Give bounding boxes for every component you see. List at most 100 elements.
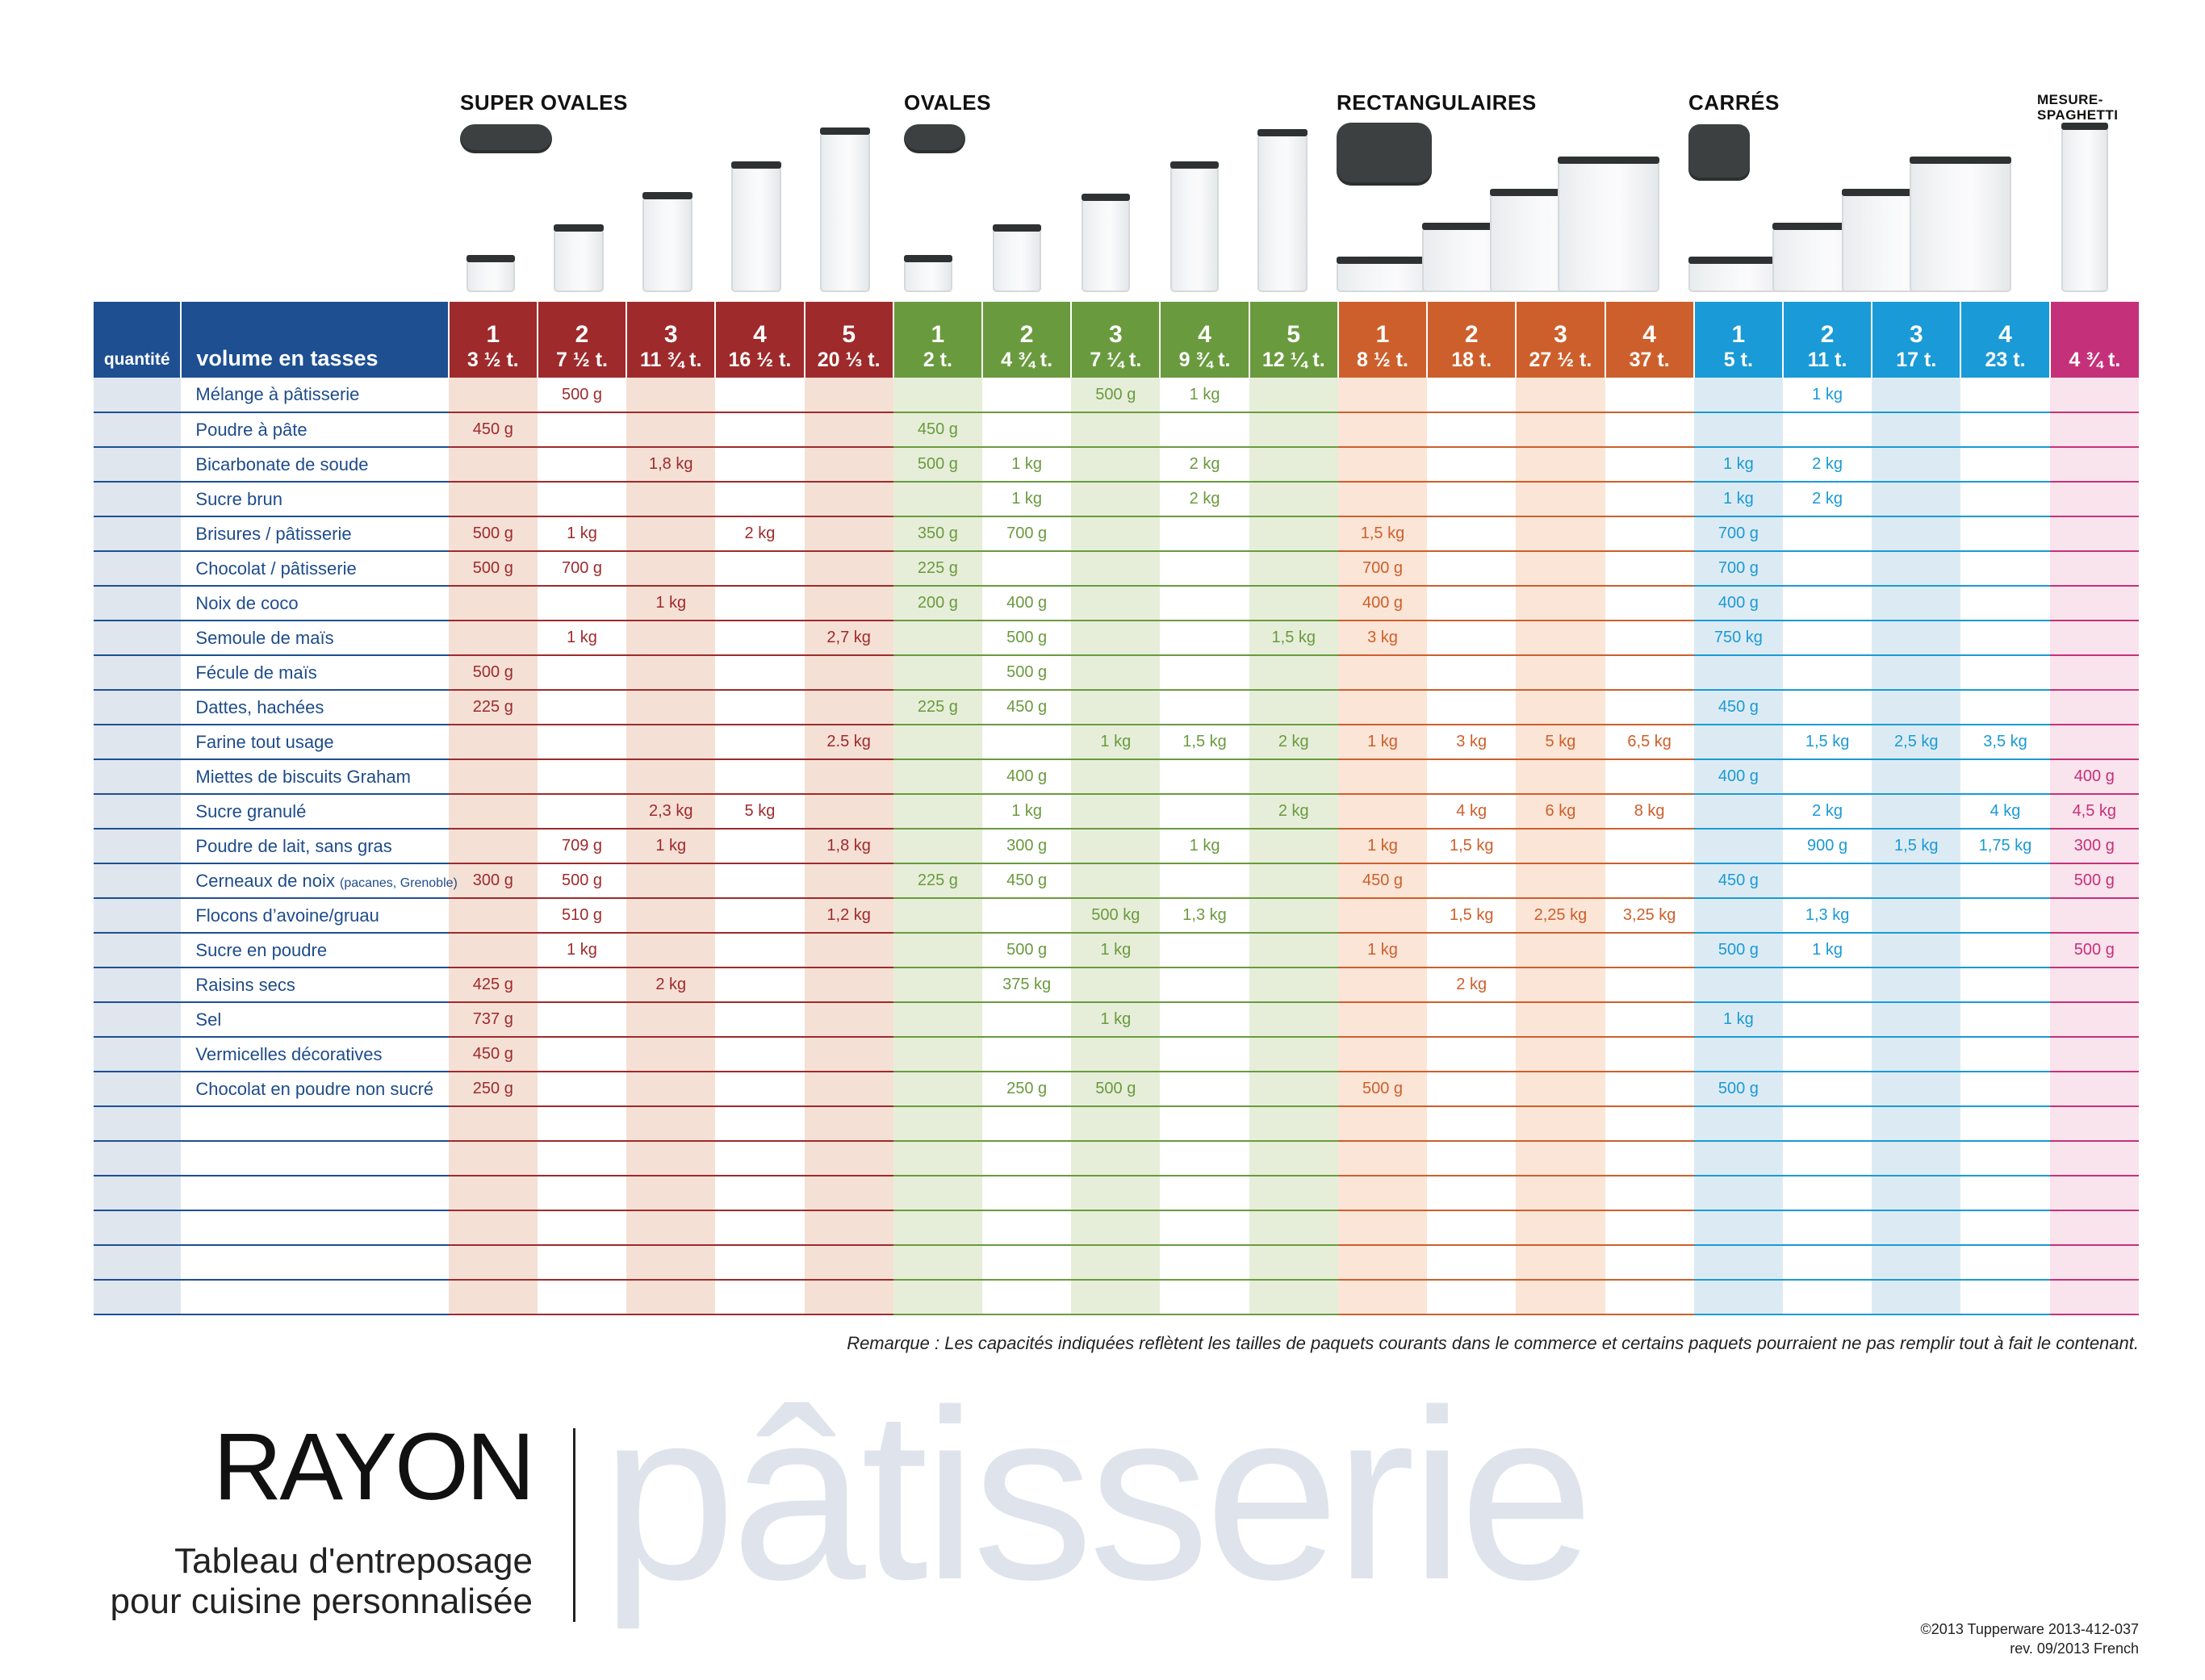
weight-cell xyxy=(893,967,982,1003)
rectangulaires-lid-image xyxy=(1337,123,1432,186)
weight-cell xyxy=(448,1106,538,1142)
weight-cell xyxy=(1782,1072,1872,1107)
quantity-cell[interactable] xyxy=(94,516,182,552)
weight-cell xyxy=(715,725,805,760)
weight-cell xyxy=(715,759,805,795)
weight-cell: 1 kg xyxy=(1337,933,1428,968)
weight-cell xyxy=(1693,378,1783,413)
weight-cell: 225 g xyxy=(893,551,982,587)
weight-cell: 3 kg xyxy=(1427,725,1517,760)
size-number: 1 xyxy=(1375,321,1390,348)
quantity-cell[interactable] xyxy=(94,690,182,725)
quantity-cell[interactable] xyxy=(94,933,182,968)
quantity-cell[interactable] xyxy=(94,1176,182,1211)
weight-cell xyxy=(715,1176,805,1211)
weight-cell xyxy=(982,1106,1072,1142)
weight-cell xyxy=(893,898,982,934)
quantity-cell[interactable] xyxy=(94,1141,182,1176)
weight-cell xyxy=(1960,586,2050,621)
weight-cell: 500 g xyxy=(537,378,627,413)
weight-cell: 500 g xyxy=(1693,933,1783,968)
weight-cell xyxy=(1249,482,1338,517)
quantity-cell[interactable] xyxy=(94,586,182,621)
weight-cell xyxy=(1960,551,2050,587)
weight-cell xyxy=(537,690,627,725)
quantity-cell[interactable] xyxy=(94,1002,182,1038)
quantity-cell[interactable] xyxy=(94,655,182,691)
weight-cell xyxy=(1337,898,1428,934)
weight-cell xyxy=(1872,967,1961,1003)
ingredient-name: Farine tout usage xyxy=(195,731,334,752)
weight-cell: 500 g xyxy=(1693,1072,1783,1107)
quantity-cell[interactable] xyxy=(94,551,182,587)
quantity-cell[interactable] xyxy=(94,759,182,795)
quantity-cell[interactable] xyxy=(94,447,182,483)
weight-cell xyxy=(2049,1245,2139,1281)
weight-cell xyxy=(2049,1072,2139,1107)
weight-cell xyxy=(982,898,1072,934)
weight-cell: 450 g xyxy=(1693,690,1783,725)
size-header: 4 ¾ t. xyxy=(2048,302,2139,378)
quantity-cell[interactable] xyxy=(94,1245,182,1281)
container-image xyxy=(1257,129,1308,292)
quantity-cell[interactable] xyxy=(94,967,182,1003)
quantity-cell[interactable] xyxy=(94,482,182,517)
weight-cell xyxy=(715,967,805,1003)
weight-cell: 2 kg xyxy=(1782,447,1872,483)
quantity-cell[interactable] xyxy=(94,1210,182,1246)
ingredient-label: Dattes, hachées xyxy=(181,690,449,725)
weight-cell: 400 g xyxy=(1693,759,1783,795)
weight-cell xyxy=(537,586,627,621)
quantity-cell[interactable] xyxy=(94,1037,182,1072)
table-row: Raisins secs 425 g 2 kg 375 kg 2 kg xyxy=(94,967,2139,1003)
weight-cell: 1 kg xyxy=(982,482,1072,517)
size-volume: 3 ½ t. xyxy=(467,349,519,371)
weight-cell xyxy=(1160,863,1249,899)
quantity-cell[interactable] xyxy=(94,794,182,830)
weight-cell: 700 g xyxy=(982,516,1072,552)
weight-cell: 1 kg xyxy=(1071,933,1161,968)
weight-cell: 500 g xyxy=(448,551,538,587)
size-volume: 20 ⅓ t. xyxy=(817,349,881,371)
weight-cell xyxy=(1693,1037,1783,1072)
weight-cell xyxy=(1071,655,1161,691)
weight-cell xyxy=(804,1245,893,1281)
quantity-cell[interactable] xyxy=(94,412,182,448)
volume-header: volume en tasses xyxy=(181,302,449,378)
weight-cell xyxy=(1960,1072,2050,1107)
quantity-cell[interactable] xyxy=(94,621,182,656)
ingredient-label: Chocolat / pâtisserie xyxy=(181,551,449,587)
quantity-cell[interactable] xyxy=(94,725,182,760)
quantity-cell[interactable] xyxy=(94,1072,182,1107)
weight-cell: 450 g xyxy=(893,412,982,448)
weight-cell: 737 g xyxy=(448,1002,538,1038)
ingredient-label xyxy=(181,1280,449,1315)
quantity-cell[interactable] xyxy=(94,1106,182,1142)
weight-cell xyxy=(1249,655,1338,691)
quantity-cell[interactable] xyxy=(94,378,182,413)
weight-cell xyxy=(1960,759,2050,795)
weight-cell xyxy=(715,1141,805,1176)
quantity-cell[interactable] xyxy=(94,898,182,934)
weight-cell xyxy=(893,829,982,864)
size-number: 3 xyxy=(1909,321,1923,348)
quantity-cell[interactable] xyxy=(94,863,182,899)
weight-cell xyxy=(1782,863,1872,899)
copyright-line-2: rev. 09/2013 French xyxy=(2010,1640,2139,1657)
quantity-cell[interactable] xyxy=(94,1280,182,1315)
quantity-cell[interactable] xyxy=(94,829,182,864)
weight-cell xyxy=(1337,1002,1428,1038)
weight-cell: 2 kg xyxy=(1427,967,1517,1003)
weight-cell xyxy=(1960,1245,2050,1281)
weight-cell xyxy=(1071,967,1161,1003)
weight-cell xyxy=(1160,1072,1249,1107)
weight-cell xyxy=(1337,1245,1428,1281)
weight-cell xyxy=(893,482,982,517)
weight-cell xyxy=(1960,1106,2050,1142)
weight-cell: 500 g xyxy=(448,655,538,691)
weight-cell: 500 g xyxy=(982,655,1072,691)
ingredient-label xyxy=(181,1176,449,1211)
table-row: Chocolat / pâtisserie 500 g 700 g 225 g 700 … xyxy=(94,551,2139,587)
